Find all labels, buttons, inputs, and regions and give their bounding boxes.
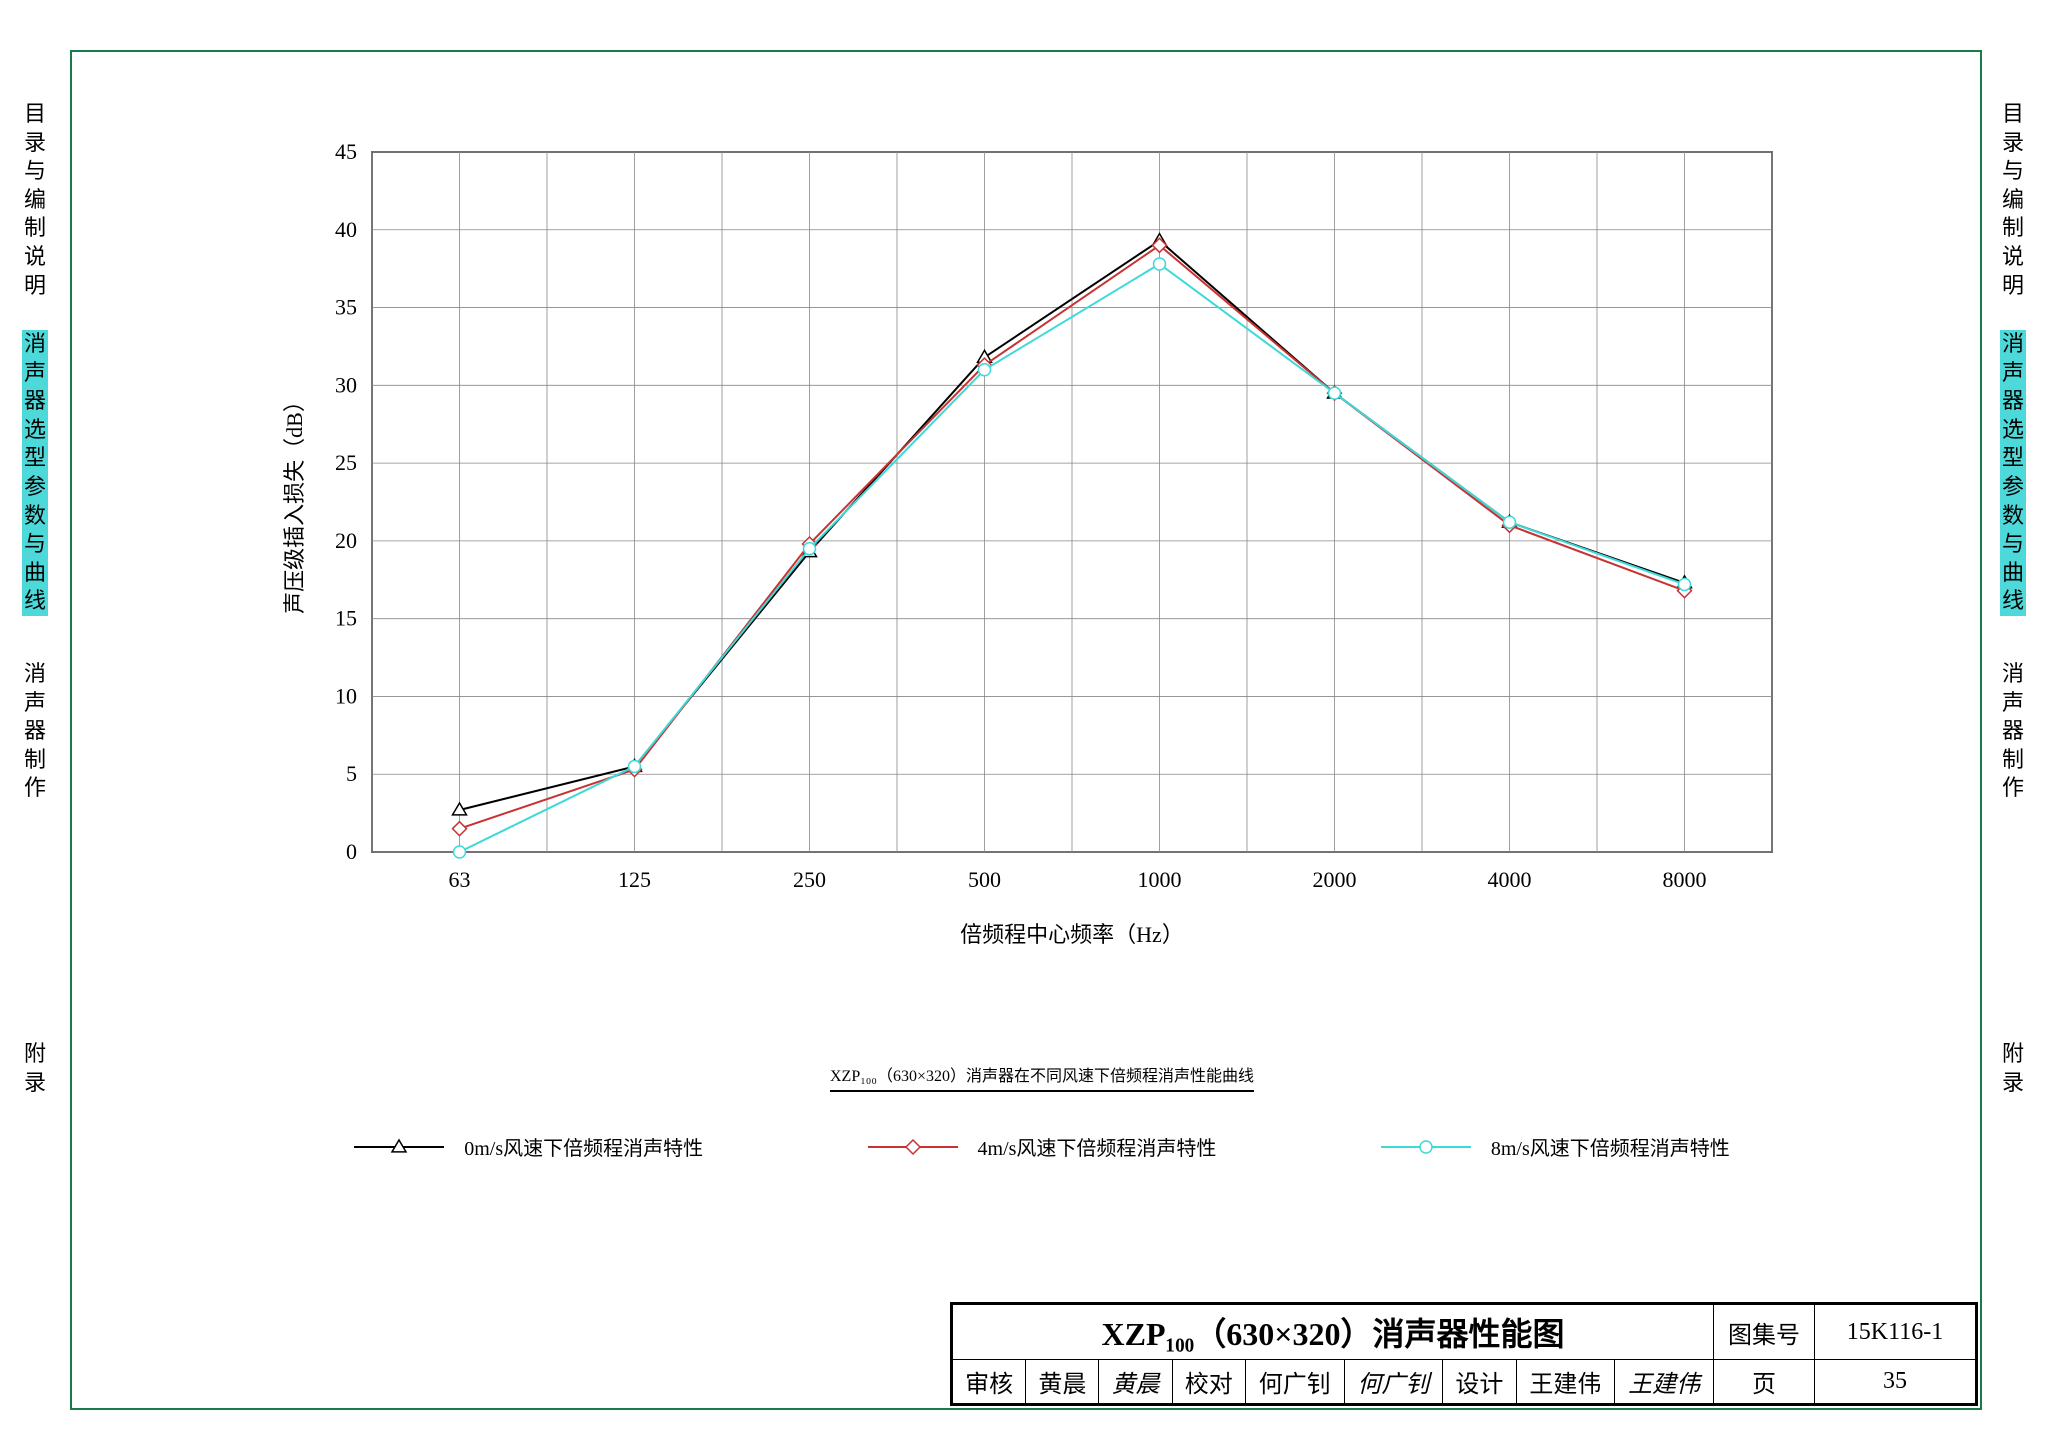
svg-text:倍频程中心频率（Hz）: 倍频程中心频率（Hz） [960, 922, 1184, 947]
title-block-main: XZP₁₀₀（630×320）消声器性能图 [953, 1305, 1714, 1360]
chart-area: 0 5 10 15 20 25 30 35 40 45 63 125 250 500 1000 2000 400… [272, 132, 1812, 952]
legend-label: 8m/s风速下倍频程消声特性 [1491, 1132, 1730, 1161]
svg-text:8000: 8000 [1663, 867, 1707, 892]
legend-label: 0m/s风速下倍频程消声特性 [464, 1132, 703, 1161]
svg-text:10: 10 [335, 683, 357, 708]
page: 0 5 10 15 20 25 30 35 40 45 63 125 250 500 1000 2000 400… [0, 0, 2048, 1456]
chart-svg: 0 5 10 15 20 25 30 35 40 45 63 125 250 500 1000 2000 400… [272, 132, 1812, 952]
drawing-frame: 0 5 10 15 20 25 30 35 40 45 63 125 250 500 1000 2000 400… [70, 50, 1982, 1410]
legend: 0m/s风速下倍频程消声特性 4m/s风速下倍频程消声特性 8m/s风速下倍频程消声… [272, 1132, 1812, 1161]
svg-text:63: 63 [449, 867, 471, 892]
chart-title: XZP₁₀₀（630×320）消声器在不同风速下倍频程消声性能曲线 [830, 1062, 1254, 1092]
design-name: 王建伟 [1516, 1360, 1615, 1404]
review-sig: 黄晨 [1099, 1360, 1172, 1404]
svg-text:2000: 2000 [1313, 867, 1357, 892]
legend-item: 0m/s风速下倍频程消声特性 [354, 1132, 703, 1161]
svg-text:5: 5 [346, 761, 357, 786]
svg-text:20: 20 [335, 528, 357, 553]
legend-item: 8m/s风速下倍频程消声特性 [1381, 1132, 1730, 1161]
svg-text:15: 15 [335, 606, 357, 631]
chart-title-wrap: XZP₁₀₀（630×320）消声器在不同风速下倍频程消声性能曲线 [272, 1062, 1812, 1092]
legend-label: 4m/s风速下倍频程消声特性 [978, 1132, 1217, 1161]
drawing-set-value: 15K116-1 [1815, 1305, 1976, 1360]
side-label: 附 录 [22, 1040, 48, 1097]
svg-text:125: 125 [618, 867, 651, 892]
svg-text:25: 25 [335, 450, 357, 475]
drawing-set-label: 图集号 [1714, 1305, 1815, 1360]
svg-text:1000: 1000 [1138, 867, 1182, 892]
side-label: 目 录 与 编 制 说 明 [22, 100, 48, 300]
svg-text:45: 45 [335, 139, 357, 164]
check-sig: 何广钊 [1344, 1360, 1443, 1404]
svg-text:声压级插入损失（dB）: 声压级插入损失（dB） [282, 390, 307, 614]
page-label: 页 [1714, 1360, 1815, 1404]
design-label: 设计 [1443, 1360, 1516, 1404]
title-block: XZP₁₀₀（630×320）消声器性能图 图集号 15K116-1 审核 黄晨… [950, 1302, 1978, 1406]
svg-text:40: 40 [335, 217, 357, 242]
check-label: 校对 [1172, 1360, 1245, 1404]
svg-text:250: 250 [793, 867, 826, 892]
side-label: 目 录 与 编 制 说 明 [2000, 100, 2026, 300]
review-name: 黄晨 [1026, 1360, 1099, 1404]
svg-text:35: 35 [335, 295, 357, 320]
svg-text:4000: 4000 [1488, 867, 1532, 892]
side-label: 附 录 [2000, 1040, 2026, 1097]
side-label: 消 声 器 制 作 [22, 660, 48, 803]
page-value: 35 [1815, 1360, 1976, 1404]
design-sig: 王建伟 [1615, 1360, 1714, 1404]
legend-item: 4m/s风速下倍频程消声特性 [868, 1132, 1217, 1161]
check-name: 何广钊 [1245, 1360, 1344, 1404]
svg-text:0: 0 [346, 839, 357, 864]
svg-text:500: 500 [968, 867, 1001, 892]
review-label: 审核 [953, 1360, 1026, 1404]
svg-text:30: 30 [335, 372, 357, 397]
side-label: 消 声 器 制 作 [2000, 660, 2026, 803]
side-label: 消 声 器 选 型 参 数 与 曲 线 [2000, 330, 2026, 616]
side-label: 消 声 器 选 型 参 数 与 曲 线 [22, 330, 48, 616]
